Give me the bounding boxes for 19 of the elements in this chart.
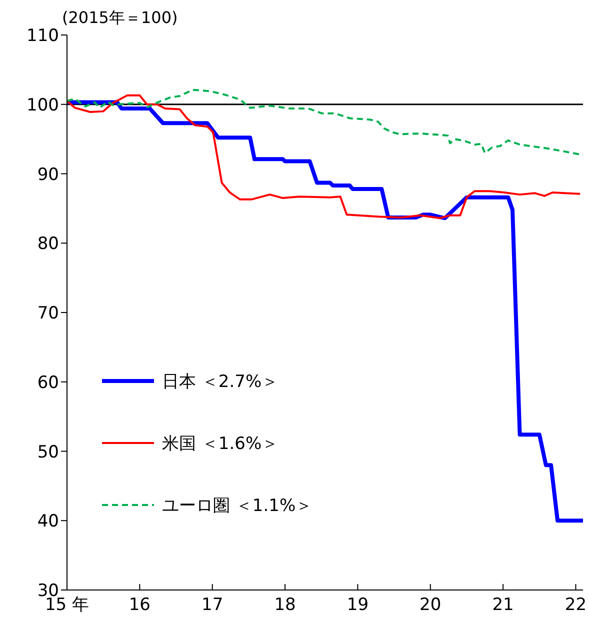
y-tick-label: 60 [37, 372, 59, 393]
y-tick-label: 80 [37, 234, 59, 254]
y-tick-label: 90 [37, 164, 59, 185]
y-tick-label: 40 [37, 512, 59, 532]
x-tick-label: 22 [564, 595, 587, 616]
x-tick-label: 21 [492, 595, 514, 616]
legend-label: 米国 ＜1.6%＞ [162, 432, 279, 454]
y-tick-label: 100 [26, 95, 59, 116]
x-tick-label: 18 [274, 595, 296, 616]
y-tick-label: 50 [37, 442, 59, 462]
legend-label: 日本 ＜2.7%＞ [162, 370, 279, 392]
x-tick-label: 17 [202, 595, 224, 616]
text: (2015年＝100) [62, 8, 178, 29]
x-tick-label: 20 [420, 595, 442, 616]
legend-label: ユーロ圏 ＜1.1%＞ [162, 494, 313, 516]
y-tick-label: 110 [26, 26, 59, 46]
x-tick-label: 19 [346, 595, 369, 616]
y-tick-label: 70 [37, 304, 59, 324]
x-tick-label: 16 [128, 595, 150, 616]
